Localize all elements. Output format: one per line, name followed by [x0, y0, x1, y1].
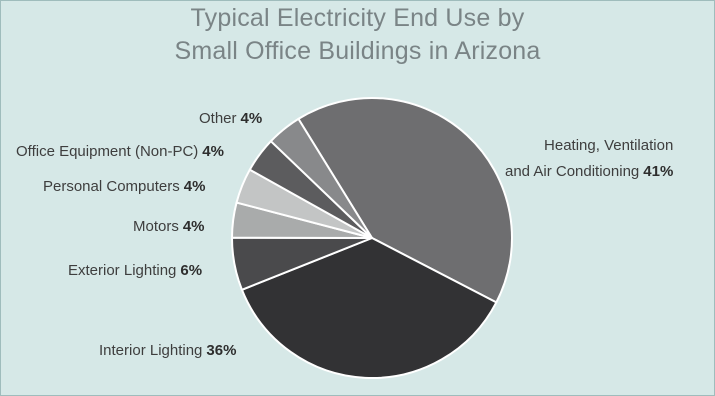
pie-slice-heating-ventilation-and-air-conditioning: [297, 97, 513, 304]
label-personal-computers-value: 4%: [183, 178, 206, 195]
label-hvac-line-1: Heating, Ventilation: [544, 137, 674, 154]
label-personal-computers: Personal Computers 4%: [43, 178, 205, 195]
label-motors: Motors 4%: [133, 218, 205, 235]
chart-title: Typical Electricity End Use by Small Off…: [0, 2, 715, 68]
pie-slice-interior-lighting: [240, 237, 498, 379]
label-other: Other 4%: [199, 110, 262, 127]
label-office-equipment: Office Equipment (Non-PC) 4%: [16, 143, 224, 160]
label-motors-name: Motors: [133, 218, 179, 235]
label-office-equipment-name: Office Equipment (Non-PC): [16, 143, 199, 160]
chart-title-line-2: Small Office Buildings in Arizona: [174, 37, 541, 65]
label-other-value: 4%: [240, 110, 263, 127]
label-exterior-lighting-name: Exterior Lighting: [68, 262, 177, 279]
label-hvac-name-line-2: and Air Conditioning: [505, 163, 640, 180]
chart-title-line-1: Typical Electricity End Use by: [190, 4, 525, 32]
label-hvac: Heating, Ventilation and Air Conditionin…: [505, 133, 673, 185]
label-office-equipment-value: 4%: [202, 143, 224, 160]
label-interior-lighting-name: Interior Lighting: [99, 342, 203, 359]
label-personal-computers-name: Personal Computers: [43, 178, 180, 195]
label-interior-lighting: Interior Lighting 36%: [99, 342, 236, 359]
label-other-name: Other: [199, 110, 237, 127]
label-exterior-lighting: Exterior Lighting 6%: [68, 262, 202, 279]
label-interior-lighting-value: 36%: [206, 342, 237, 359]
label-exterior-lighting-value: 6%: [180, 262, 203, 279]
label-hvac-value: 41%: [643, 163, 674, 180]
label-hvac-line-2: and Air Conditioning 41%: [505, 159, 673, 185]
pie-slice-other: [269, 117, 373, 239]
label-motors-value: 4%: [182, 218, 205, 235]
